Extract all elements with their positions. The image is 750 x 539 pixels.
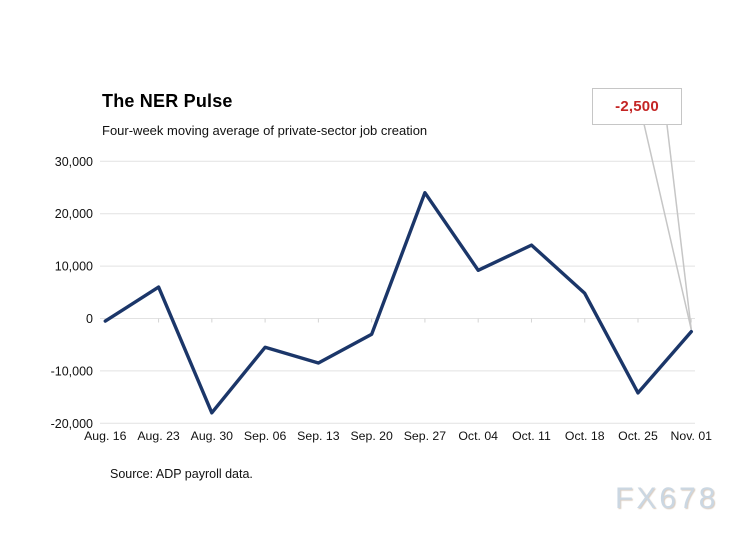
page-title: The NER Pulse (102, 91, 233, 111)
x-axis-tick-label: Nov. 01 (671, 429, 713, 443)
callout-leader-line (643, 123, 693, 330)
y-axis-tick-label: 10,000 (55, 260, 93, 274)
x-axis-tick-label: Oct. 25 (618, 429, 658, 443)
source-note: Source: ADP payroll data. (110, 467, 253, 481)
watermark: FX678 (615, 482, 719, 515)
y-axis-tick-label: -20,000 (51, 417, 93, 431)
callout-value-label: -2,500 (615, 98, 659, 115)
x-axis-tick-label: Oct. 18 (565, 429, 605, 443)
y-axis-tick-label: 20,000 (55, 207, 93, 221)
y-axis-tick-label: 0 (86, 312, 93, 326)
chart-subtitle: Four-week moving average of private-sect… (102, 123, 428, 138)
x-axis-tick-label: Oct. 11 (512, 429, 551, 443)
callout-box: -2,500 (592, 88, 682, 125)
x-axis-tick-label: Sep. 13 (297, 429, 340, 443)
x-axis-tick-label: Oct. 04 (458, 429, 498, 443)
y-axis-tick-label: 30,000 (55, 155, 93, 169)
x-axis-tick-label: Aug. 16 (84, 429, 127, 443)
data-series-line (103, 190, 693, 415)
x-axis-tick-label: Aug. 23 (137, 429, 180, 443)
x-axis-tick-label: Sep. 27 (404, 429, 447, 443)
x-axis-tick-label: Aug. 30 (191, 429, 234, 443)
callout-leader-line (666, 124, 693, 330)
x-axis-tick-label: Sep. 20 (350, 429, 393, 443)
x-axis-tick-label: Sep. 06 (244, 429, 287, 443)
y-axis-tick-label: -10,000 (51, 364, 93, 378)
